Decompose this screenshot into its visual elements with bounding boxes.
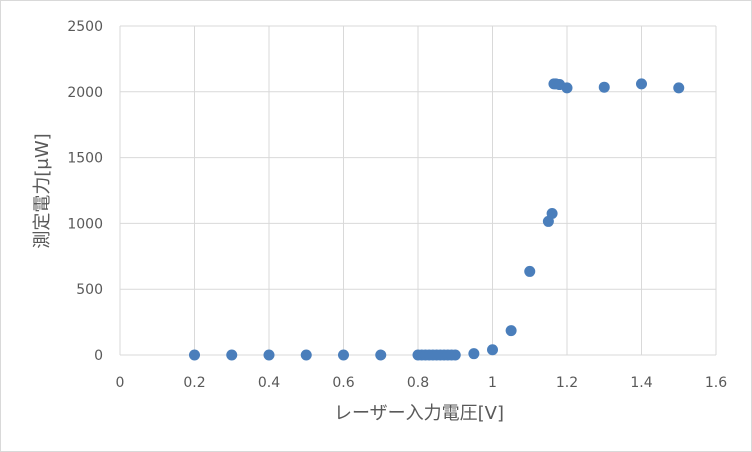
- x-axis-title: レーザー入力電圧[V]: [334, 403, 504, 424]
- data-point: [375, 349, 387, 361]
- x-tick-label: 0.2: [183, 375, 205, 391]
- y-tick-label: 2500: [67, 19, 103, 35]
- y-tick-label: 500: [76, 282, 103, 298]
- y-tick-labels: 0 500 1000 1500 2000 2500: [67, 19, 103, 364]
- y-tick-label: 1500: [67, 151, 103, 167]
- y-tick-label: 2000: [67, 85, 103, 101]
- data-point: [561, 82, 573, 94]
- data-point: [189, 349, 200, 361]
- x-tick-label: 1.4: [630, 375, 652, 391]
- x-tick-label: 1.2: [556, 375, 578, 391]
- data-point: [468, 348, 480, 360]
- data-point: [505, 325, 517, 337]
- data-point: [636, 78, 647, 90]
- x-tick-label: 1.6: [705, 375, 727, 391]
- data-points: [189, 78, 685, 361]
- gridlines: [119, 25, 717, 356]
- data-point: [300, 349, 312, 361]
- y-axis-title: 測定電力[μW]: [32, 133, 53, 248]
- x-tick-label: 0.4: [258, 375, 280, 391]
- x-tick-label: 0.8: [407, 375, 429, 391]
- data-point: [487, 344, 498, 356]
- x-tick-label: 0: [116, 375, 125, 391]
- data-point: [598, 81, 610, 93]
- y-tick-label: 0: [94, 348, 103, 364]
- x-tick-labels: 0 0.2 0.4 0.6 0.8 1 1.2 1.4 1.6: [116, 375, 728, 391]
- data-point: [546, 208, 558, 220]
- y-tick-label: 1000: [67, 216, 103, 232]
- x-tick-label: 1: [488, 375, 497, 391]
- data-point: [449, 349, 461, 361]
- data-point: [673, 82, 685, 94]
- data-point: [263, 349, 275, 361]
- x-tick-label: 0.6: [332, 375, 354, 391]
- data-point: [524, 265, 536, 277]
- data-point: [226, 349, 238, 361]
- data-point: [338, 349, 349, 361]
